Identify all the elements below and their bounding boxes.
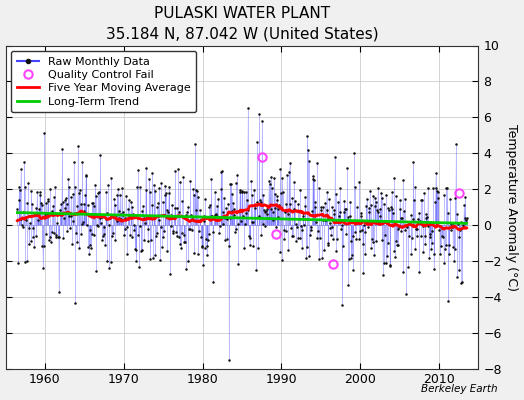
Title: PULASKI WATER PLANT
35.184 N, 87.042 W (United States): PULASKI WATER PLANT 35.184 N, 87.042 W (…	[106, 6, 378, 42]
Y-axis label: Temperature Anomaly (°C): Temperature Anomaly (°C)	[506, 124, 518, 290]
Text: Berkeley Earth: Berkeley Earth	[421, 384, 498, 394]
Legend: Raw Monthly Data, Quality Control Fail, Five Year Moving Average, Long-Term Tren: Raw Monthly Data, Quality Control Fail, …	[11, 51, 196, 112]
